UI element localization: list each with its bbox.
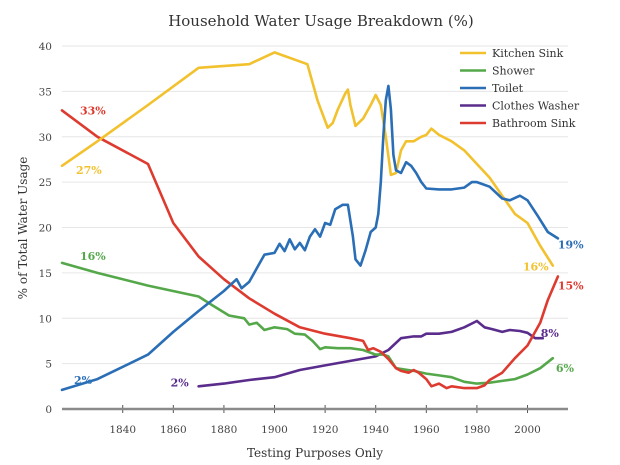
x-axis-ticks: 1840 1860 1880 1900 1920 1940 1960 1980 2000 [109, 405, 541, 436]
start-label-kitchen-sink: 27% [76, 164, 102, 177]
start-label-toilet: 2% [74, 374, 93, 387]
series-line-clothes-washer [197, 319, 544, 388]
x-tick-label: 1940 [362, 424, 389, 436]
y-tick-label: 15 [39, 268, 52, 280]
legend: Kitchen Sink Shower Toilet Clothes Washer Ba… [460, 47, 580, 130]
end-label-clothes-washer: 8% [541, 327, 560, 340]
legend-label-toilet: Toilet [492, 82, 524, 95]
end-label-kitchen-sink: 16% [523, 261, 549, 274]
y-tick-label: 25 [39, 177, 52, 189]
legend-label-bathroom-sink: Bathroom Sink [492, 117, 576, 130]
end-label-toilet: 19% [558, 238, 584, 251]
series-line-toilet [60, 84, 560, 392]
y-axis-label: % of Total Water Usage [16, 157, 30, 300]
legend-label-kitchen-sink: Kitchen Sink [492, 47, 564, 60]
y-tick-label: 0 [45, 404, 52, 416]
end-label-shower: 6% [556, 362, 575, 375]
start-label-clothes-washer: 2% [171, 376, 190, 389]
x-tick-label: 1840 [109, 424, 136, 436]
y-axis-ticks: 0 5 10 15 20 25 30 35 40 [39, 41, 52, 416]
gridlines [62, 45, 568, 365]
start-label-shower: 16% [80, 250, 106, 263]
y-tick-label: 20 [39, 223, 52, 235]
start-label-bathroom-sink: 33% [80, 104, 106, 117]
y-tick-label: 30 [39, 132, 52, 144]
y-tick-label: 5 [45, 359, 52, 371]
x-tick-label: 1920 [312, 424, 339, 436]
y-tick-label: 35 [39, 86, 52, 98]
x-tick-label: 1860 [160, 424, 187, 436]
series-line-shower [60, 261, 555, 385]
series-lines [60, 51, 560, 392]
data-labels: 27% 16% 16% 6% 2% 19% 2% 8% 33% 15% [74, 104, 584, 389]
series-line-bathroom-sink [60, 109, 560, 390]
x-tick-label: 1980 [464, 424, 491, 436]
legend-label-clothes-washer: Clothes Washer [492, 100, 580, 113]
y-tick-label: 40 [39, 41, 52, 53]
legend-label-shower: Shower [492, 65, 535, 78]
x-axis-label: Testing Purposes Only [247, 446, 383, 460]
series-line-kitchen-sink [60, 51, 555, 267]
x-tick-label: 1900 [261, 424, 288, 436]
x-tick-label: 1880 [211, 424, 238, 436]
x-tick-label: 2000 [514, 424, 541, 436]
y-tick-label: 10 [39, 313, 52, 325]
end-label-bathroom-sink: 15% [558, 280, 584, 293]
chart-title: Household Water Usage Breakdown (%) [168, 12, 474, 30]
x-tick-label: 1960 [413, 424, 440, 436]
